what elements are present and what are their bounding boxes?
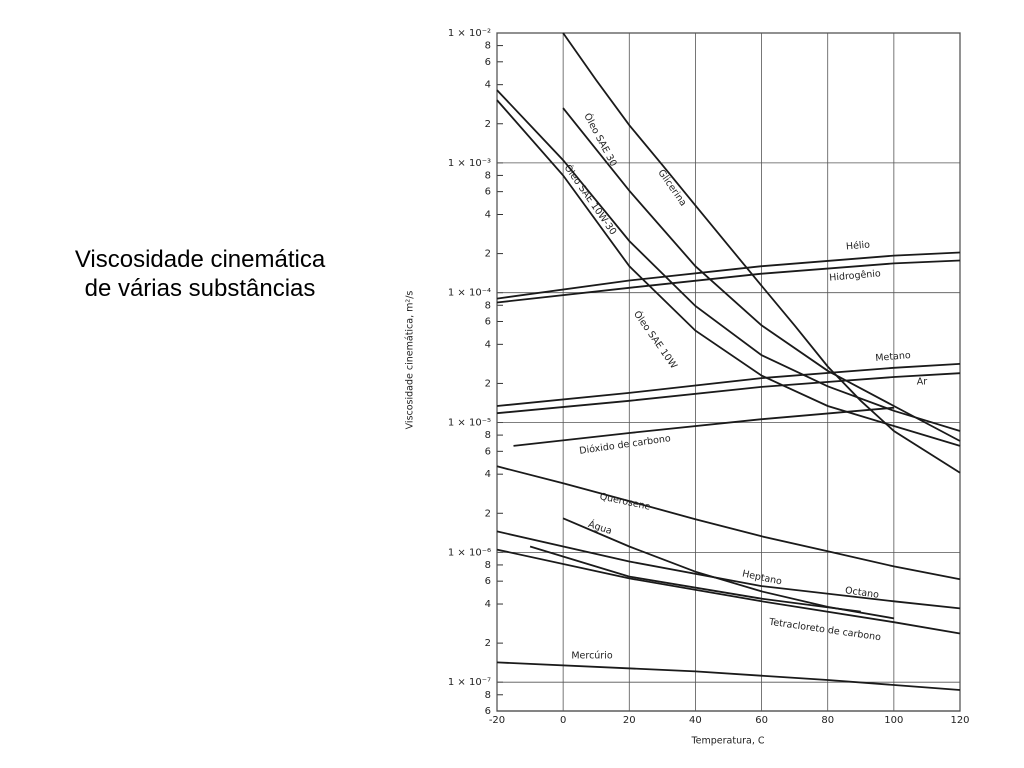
y-tick-label: 4 xyxy=(485,210,491,221)
series-line xyxy=(529,545,861,613)
series-label: Metano xyxy=(875,350,911,364)
series-label: Heptano xyxy=(741,568,783,587)
y-tick-label: 1 × 10⁻⁵ xyxy=(448,418,491,429)
x-axis-label: Temperatura, C xyxy=(690,736,764,747)
series-label: Hidrogênio xyxy=(829,268,882,283)
y-tick-label: 1 × 10⁻⁴ xyxy=(448,288,491,299)
series-label: Óleo SAE 10W xyxy=(631,308,680,371)
y-tick-label: 2 xyxy=(485,508,491,519)
series-line xyxy=(513,406,894,447)
series-label: Óleo SAE 10W-30 xyxy=(562,162,620,237)
series-label: Mercúrio xyxy=(571,651,613,662)
series-line xyxy=(496,465,961,581)
series-line xyxy=(562,517,895,620)
series-label: Querosene xyxy=(599,491,652,513)
y-tick-label: 8 xyxy=(485,41,491,52)
series-line xyxy=(496,251,961,300)
y-tick-label: 2 xyxy=(485,119,491,130)
y-tick-label: 6 xyxy=(485,57,491,68)
y-tick-label: 1 × 10⁻⁷ xyxy=(448,677,491,688)
y-tick-label: 6 xyxy=(485,706,491,717)
x-tick-label: 0 xyxy=(560,715,566,726)
y-tick-label: 4 xyxy=(485,339,491,350)
y-tick-label: 4 xyxy=(485,80,491,91)
y-tick-label: 8 xyxy=(485,690,491,701)
x-tick-label: 20 xyxy=(623,715,636,726)
series-label: Ar xyxy=(917,377,927,388)
series-line xyxy=(496,661,961,691)
series-label: Octano xyxy=(844,585,879,601)
y-tick-label: 6 xyxy=(485,446,491,457)
x-tick-label: 60 xyxy=(755,715,768,726)
series-label: Hélio xyxy=(846,239,871,252)
y-axis-label: Viscosidade cinemática, m²/s xyxy=(405,291,416,430)
y-tick-label: 2 xyxy=(485,378,491,389)
y-tick-label: 8 xyxy=(485,560,491,571)
series-line xyxy=(496,548,961,635)
y-tick-label: 1 × 10⁻² xyxy=(448,28,491,39)
x-tick-label: 80 xyxy=(821,715,834,726)
series-label: Óleo SAE 30 xyxy=(581,111,619,168)
plot-frame xyxy=(496,32,961,712)
series-line xyxy=(496,372,961,415)
series-line xyxy=(496,530,961,610)
y-tick-label: 2 xyxy=(485,249,491,260)
series-line xyxy=(496,89,961,432)
series-line xyxy=(562,107,961,442)
y-tick-label: 6 xyxy=(485,316,491,327)
slide-title: Viscosidade cinemática de várias substân… xyxy=(74,246,326,302)
y-tick-label: 1 × 10⁻³ xyxy=(448,158,491,169)
x-tick-label: 100 xyxy=(884,715,903,726)
y-tick-label: 8 xyxy=(485,170,491,181)
series-label: Tetracloreto de carbono xyxy=(767,617,881,644)
y-tick-label: 8 xyxy=(485,300,491,311)
y-tick-label: 6 xyxy=(485,187,491,198)
x-tick-label: 40 xyxy=(689,715,702,726)
y-tick-label: 4 xyxy=(485,469,491,480)
series-line xyxy=(496,259,961,304)
series-line xyxy=(496,363,961,407)
series-line xyxy=(496,99,961,447)
y-tick-label: 1 × 10⁻⁶ xyxy=(448,547,491,558)
y-tick-label: 4 xyxy=(485,599,491,610)
y-tick-label: 2 xyxy=(485,638,491,649)
y-tick-label: 8 xyxy=(485,430,491,441)
y-tick-label: 6 xyxy=(485,576,491,587)
series-line xyxy=(562,32,961,474)
x-tick-label: 120 xyxy=(950,715,969,726)
x-tick-label: -20 xyxy=(489,715,505,726)
series-label: Glicerina xyxy=(655,168,688,209)
